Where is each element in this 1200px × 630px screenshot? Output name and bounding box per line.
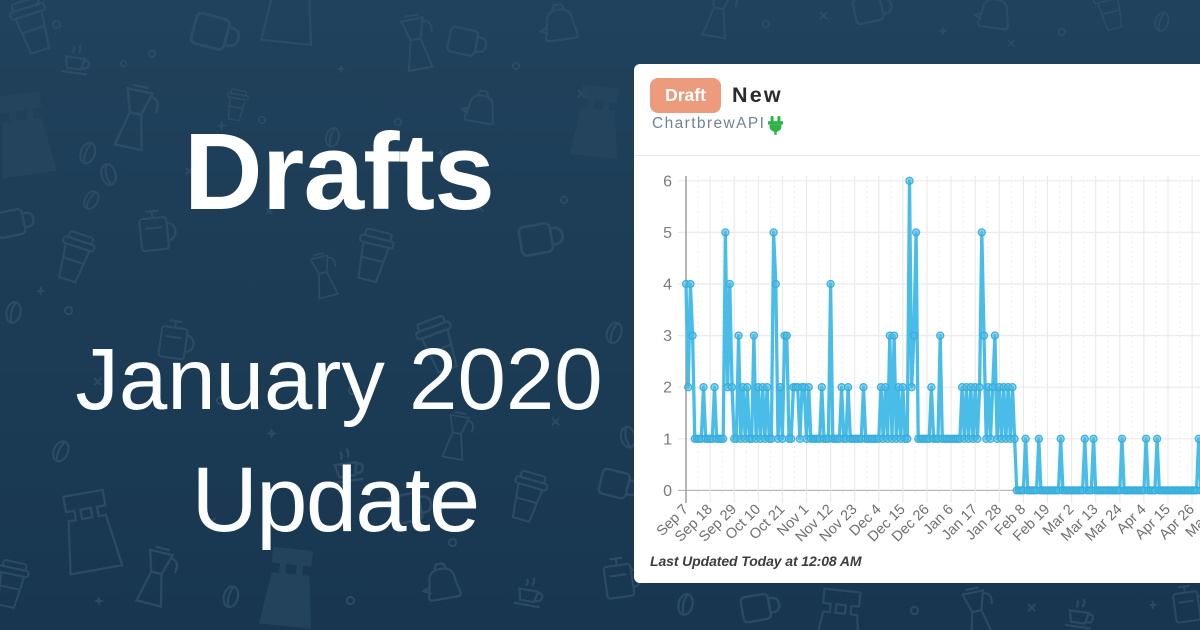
svg-text:6: 6 [663, 173, 672, 190]
svg-text:5: 5 [663, 225, 672, 242]
svg-text:2: 2 [663, 380, 672, 397]
svg-text:0: 0 [663, 483, 672, 500]
svg-text:1: 1 [663, 431, 672, 448]
svg-text:3: 3 [663, 328, 672, 345]
svg-text:4: 4 [663, 277, 672, 294]
